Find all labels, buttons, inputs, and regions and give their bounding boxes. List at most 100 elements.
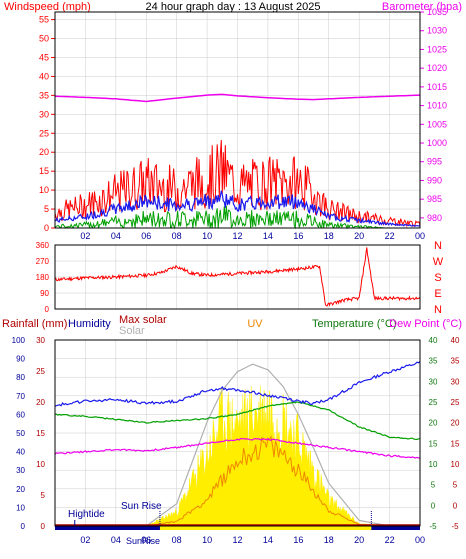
wind-x-tick-label: 18: [324, 231, 334, 241]
dew-tick-label: 30: [451, 377, 460, 386]
rain-tick-label: 20: [36, 398, 45, 407]
rain-tick-label: 30: [36, 336, 45, 345]
compass-label: S: [434, 272, 441, 284]
wind-x-ticks: 02 04 06 08 10 12 14 16 18 20 22 00: [80, 231, 425, 241]
dew-tick-label: 10: [451, 460, 460, 469]
wind-average-line: [54, 190, 421, 228]
panel-rain-temp: Rainfall (mm) Humidity Max solar Solar U…: [2, 314, 462, 546]
wind-x-tick-label: 06: [141, 231, 151, 241]
baro-tick-label: 1030: [427, 26, 447, 36]
dew-point-line: [54, 437, 421, 459]
rain-temp-x-tick-label: 04: [111, 535, 121, 545]
dew-tick-label: 25: [451, 398, 460, 407]
compass-label: W: [433, 256, 444, 268]
temperature-tick-label: 10: [429, 460, 438, 469]
max-solar-label: Max solar: [119, 314, 167, 326]
rain-tick-label: 10: [36, 460, 45, 469]
wind-plot-frame: [54, 11, 421, 229]
direction-left-ticks: 360 270 180 90 0: [36, 241, 50, 314]
direction-tick-label: 90: [40, 289, 49, 298]
direction-tick-label: 360: [36, 241, 50, 250]
rain-tick-label: 0: [41, 522, 46, 531]
temperature-tick-label: 30: [429, 377, 438, 386]
temperature-tick-label: 40: [429, 336, 438, 345]
dew-point-label: Dew Point (°C): [389, 318, 462, 330]
wind-x-tick-label: 22: [385, 231, 395, 241]
barometer-axis-label: Barometer (hpa): [382, 1, 462, 13]
wind-series: [54, 93, 421, 230]
wind-tick-label: 0: [44, 223, 49, 233]
humidity-tick-label: 20: [16, 485, 25, 494]
wind-tick-label: 15: [39, 166, 49, 176]
sunrise-bottom-label: SunRise: [126, 536, 160, 546]
wind-tick-label: 50: [39, 34, 49, 44]
temperature-tick-label: 5: [431, 481, 436, 490]
baro-tick-label: 1025: [427, 44, 447, 54]
baro-tick-label: 1020: [427, 63, 447, 73]
temperature-ticks-right: 40 35 30 25 20 15 10 5 0 -5: [451, 336, 460, 531]
wind-direction-line: [54, 247, 421, 307]
rain-tick-label: 15: [36, 429, 45, 438]
rain-temp-x-tick-label: 18: [324, 535, 334, 545]
wind-gust-line: [54, 139, 421, 228]
wind-x-tick-label: 16: [293, 231, 303, 241]
wind-tick-label: 25: [39, 128, 49, 138]
wind-tick-label: 55: [39, 15, 49, 25]
rain-temp-x-tick-label: 14: [263, 535, 273, 545]
humidity-tick-label: 70: [16, 392, 25, 401]
rain-ticks: 30 25 20 15 10 5 0: [36, 336, 45, 531]
wind-x-tick-label: 00: [415, 231, 425, 241]
direction-tick-label: 0: [45, 305, 50, 314]
hightide-label: Hightide: [68, 509, 105, 520]
wind-tick-label: 10: [39, 185, 49, 195]
wind-x-tick-label: 02: [80, 231, 90, 241]
uv-label: UV: [247, 318, 263, 330]
wind-x-tick-label: 08: [172, 231, 182, 241]
temperature-tick-label: -5: [429, 522, 437, 531]
baro-tick-label: 990: [427, 175, 442, 185]
solar-label: Solar: [119, 325, 145, 337]
direction-series: [54, 247, 421, 307]
temperature-line: [54, 401, 421, 441]
baro-tick-label: 1015: [427, 82, 447, 92]
humidity-tick-label: 10: [16, 503, 25, 512]
baro-tick-label: 985: [427, 194, 442, 204]
rain-temp-x-tick-label: 22: [385, 535, 395, 545]
humidity-tick-label: 90: [16, 355, 25, 364]
humidity-tick-label: 30: [16, 466, 25, 475]
dew-tick-label: 5: [453, 481, 458, 490]
humidity-label: Humidity: [68, 318, 111, 330]
temperature-tick-label: 25: [429, 398, 438, 407]
rain-tick-label: 25: [36, 367, 45, 376]
daylight-bar-day: [159, 526, 372, 530]
compass-label: N: [434, 240, 442, 252]
rain-tick-label: 5: [41, 491, 46, 500]
baro-tick-label: 980: [427, 213, 442, 223]
humidity-tick-label: 60: [16, 410, 25, 419]
temperature-tick-label: 35: [429, 357, 438, 366]
graph-title: 24 hour graph day : 13 August 2025: [146, 1, 321, 13]
rain-temp-x-tick-label: 10: [202, 535, 212, 545]
wind-x-tick-label: 14: [263, 231, 273, 241]
temperature-tick-label: 15: [429, 439, 438, 448]
panel-wind-baro: Windspeed (mph) 24 hour graph day : 13 A…: [4, 1, 462, 241]
baro-tick-label: 1005: [427, 119, 447, 129]
baro-right-ticks: 1035 1030 1025 1020 1015 1010 1005 1000 995 990 98…: [420, 7, 447, 223]
direction-tick-label: 180: [36, 273, 50, 282]
temperature-ticks-left: 40 35 30 25 20 15 10 5 0 -5: [429, 336, 438, 531]
rain-temp-x-tick-label: 16: [293, 535, 303, 545]
rain-temp-x-tick-label: 02: [80, 535, 90, 545]
dew-tick-label: 0: [453, 501, 458, 510]
baro-tick-label: 1000: [427, 138, 447, 148]
humidity-tick-label: 0: [21, 522, 26, 531]
baro-tick-label: 1010: [427, 101, 447, 111]
wind-x-tick-label: 10: [202, 231, 212, 241]
dew-tick-label: 40: [451, 336, 460, 345]
temperature-label: Temperature (°C): [312, 318, 396, 330]
wind-x-tick-label: 04: [111, 231, 121, 241]
